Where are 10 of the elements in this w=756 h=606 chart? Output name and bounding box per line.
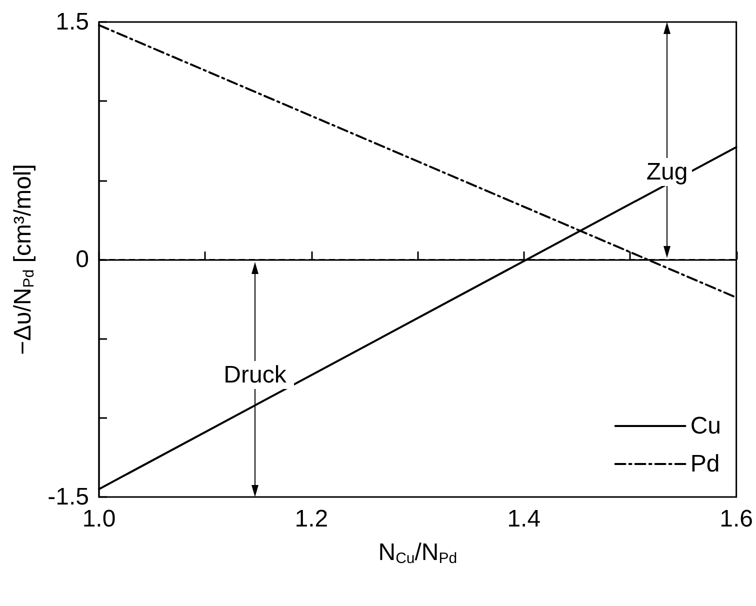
y-axis-title: −Δυ/NPd [cm³/mol] bbox=[10, 164, 38, 355]
legend-label: Pd bbox=[690, 450, 720, 478]
annotation: Druck bbox=[224, 362, 288, 388]
legend-label: Cu bbox=[690, 412, 722, 440]
y-tick-label: 1.5 bbox=[56, 8, 89, 36]
x-tick-label: 1.2 bbox=[294, 506, 328, 532]
x-tick-label: 1.6 bbox=[720, 506, 754, 532]
x-tick-label: 1.4 bbox=[507, 506, 541, 532]
y-tick-label: 0 bbox=[76, 246, 89, 273]
annotation: Zug bbox=[646, 158, 688, 186]
